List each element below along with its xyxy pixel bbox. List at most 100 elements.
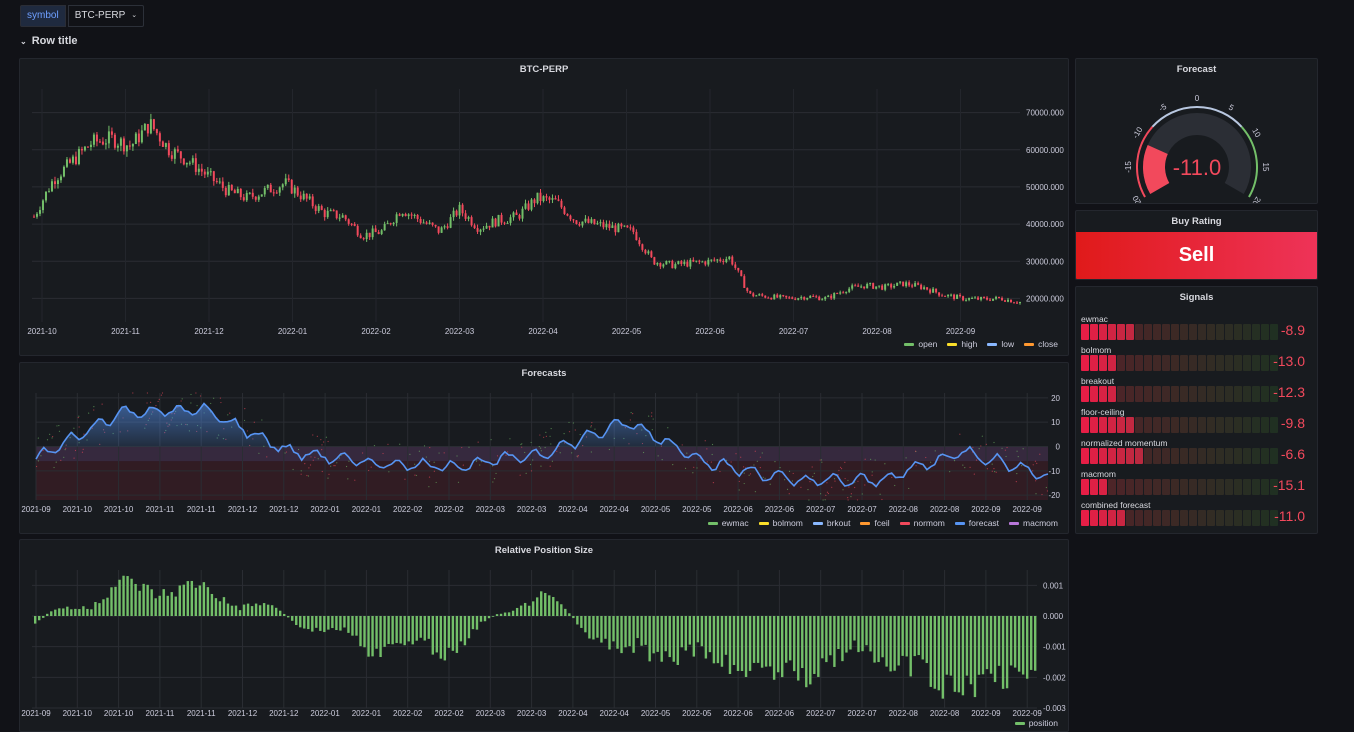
candle-body: [218, 181, 221, 183]
candle-body: [776, 294, 779, 298]
row-header[interactable]: ⌄ Row title: [20, 35, 78, 47]
signal-dot: [642, 451, 645, 454]
signal-dot: [756, 460, 758, 462]
position-bar: [230, 605, 234, 616]
candle-body: [1016, 302, 1019, 304]
signal-dot: [834, 480, 836, 482]
signal-dot: [959, 433, 961, 435]
position-bar: [443, 616, 447, 661]
signal-dot: [404, 478, 406, 480]
signal-dot: [73, 427, 75, 429]
candle-body: [686, 261, 689, 267]
candle-body: [779, 295, 782, 298]
signal-dot: [227, 414, 229, 416]
signal-dot: [1004, 449, 1007, 451]
position-bar: [696, 616, 700, 643]
candle-body: [521, 208, 524, 219]
signal-value: -8.9: [1280, 322, 1305, 338]
forecasts-chart[interactable]: 20 10 0 -10 -20 2021-09 2021-10 2021-10 2021-11 2…: [20, 363, 1069, 534]
signal-bar-cell: [1081, 448, 1089, 464]
signal-dot: [577, 454, 579, 457]
legend-item-fceil[interactable]: fceil: [860, 518, 890, 528]
signal-dot: [253, 421, 255, 423]
symbol-select[interactable]: BTC-PERP ⌄: [67, 5, 145, 27]
position-bar: [327, 616, 330, 630]
candle-body: [362, 238, 365, 240]
forecast-gauge: -20 -15 -10 -5 0 5 10 15 20 -11.0: [1124, 94, 1270, 203]
signal-bar-cell: [1243, 324, 1251, 340]
legend-item-brkout[interactable]: brkout: [812, 518, 850, 528]
position-bar: [178, 585, 181, 616]
signal-bar-cell: [1234, 448, 1242, 464]
legend-item-low[interactable]: low: [987, 339, 1014, 349]
panel-title: Relative Position Size: [494, 545, 594, 556]
legend-item-forecast[interactable]: forecast: [954, 518, 999, 528]
candle-body: [707, 259, 710, 265]
candle-body: [242, 197, 245, 201]
candle-body: [941, 295, 944, 297]
candle-body: [920, 284, 923, 289]
candle-body: [353, 223, 356, 226]
candle-body: [899, 281, 902, 283]
signal-bar-cell: [1234, 386, 1242, 402]
signal-dot: [505, 454, 507, 456]
candle-body: [821, 299, 824, 301]
forecasts-panel: Forecasts 20 10 0 -10 -20 2021-09 2021-10 2021-…: [19, 362, 1069, 534]
candle-body: [713, 259, 716, 261]
y-tick-label: -10: [1048, 467, 1060, 476]
signal-dot: [333, 465, 335, 467]
signal-dot: [681, 444, 683, 446]
position-bar: [42, 616, 45, 618]
signal-dot: [809, 481, 811, 483]
candle-body: [251, 192, 254, 197]
candle-body: [209, 171, 212, 173]
position-bar: [86, 608, 89, 616]
signal-bar-cell: [1153, 386, 1161, 402]
position-chart[interactable]: 0.001 0.000 -0.001 -0.002 -0.003 2021-09 2021-…: [20, 540, 1069, 732]
signal-dot: [327, 440, 329, 443]
legend-item-macmom[interactable]: macmom: [1009, 518, 1058, 528]
position-bar: [720, 616, 724, 667]
signal-dot: [64, 449, 66, 451]
legend-item-normom[interactable]: normom: [899, 518, 945, 528]
legend-item-ewmac[interactable]: ewmac: [707, 518, 749, 528]
position-bar: [90, 609, 93, 616]
legend-item-bolmom[interactable]: bolmom: [758, 518, 803, 528]
signal-dot: [370, 466, 372, 468]
panel-title: Buy Rating: [1171, 216, 1222, 227]
candle-body: [416, 214, 419, 219]
signal-bar-cell: [1108, 386, 1116, 402]
signal-dot: [468, 446, 470, 448]
candlestick-chart[interactable]: 70000.000 60000.000 50000.000 40000.000 3000…: [20, 59, 1069, 356]
position-bar: [576, 616, 579, 625]
position-bar: [34, 616, 37, 624]
position-bar: [752, 616, 756, 663]
position-bar: [70, 609, 73, 616]
signal-dot: [743, 482, 745, 485]
position-bar: [568, 613, 571, 616]
position-bar: [536, 597, 539, 616]
signal-dot: [292, 468, 294, 471]
signal-bar-cell: [1198, 324, 1206, 340]
legend-item-high[interactable]: high: [947, 339, 977, 349]
legend-item-open[interactable]: open: [904, 339, 937, 349]
signal-dot: [539, 447, 542, 449]
position-bar: [708, 616, 712, 653]
candle-body: [695, 260, 698, 262]
candle-body: [134, 133, 137, 144]
signal-dot: [819, 493, 822, 495]
position-bar: [797, 616, 800, 681]
position-bar: [817, 616, 820, 677]
legend-item-close[interactable]: close: [1024, 339, 1058, 349]
signal-bar-cell: [1261, 510, 1269, 526]
candle-body: [788, 297, 791, 299]
signal-bar-cell: [1108, 510, 1116, 526]
legend-swatch: [812, 521, 823, 525]
signal-dot: [735, 453, 737, 455]
signal-bar-cell: [1261, 355, 1269, 371]
signal-bar-cell: [1216, 417, 1224, 433]
position-bar: [258, 605, 262, 616]
signal-bar-cell: [1252, 386, 1260, 402]
legend-item-position[interactable]: position: [1014, 718, 1058, 728]
position-bar: [592, 616, 595, 640]
